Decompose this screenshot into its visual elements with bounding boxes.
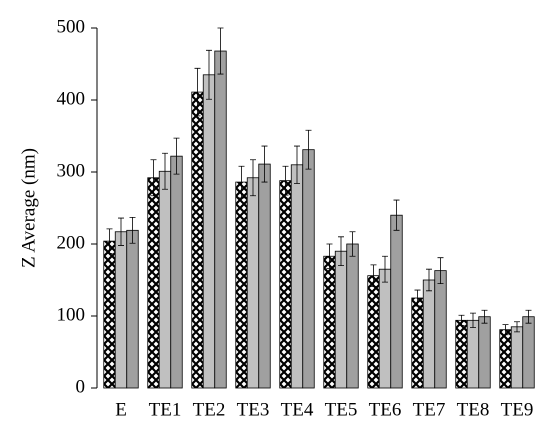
error-bar (370, 264, 377, 287)
bar (158, 170, 172, 389)
y-tick-label: 0 (76, 376, 86, 397)
bar (246, 177, 260, 389)
bar (302, 149, 315, 389)
bar (455, 319, 468, 389)
error-bar (326, 243, 333, 269)
error-bar (238, 165, 245, 199)
error-bar (173, 137, 180, 175)
x-tick-label: TE5 (325, 399, 358, 420)
bar (390, 214, 403, 389)
x-tick-label: TE9 (501, 399, 534, 420)
x-tick-label: E (115, 399, 127, 420)
bar (323, 255, 336, 389)
error-bar (393, 199, 400, 231)
error-bar (217, 27, 224, 75)
bar (191, 91, 204, 389)
y-tick-label: 500 (57, 16, 86, 37)
error-bar (261, 145, 268, 183)
error-bar (349, 231, 356, 257)
bar (258, 163, 271, 389)
bar (214, 50, 227, 389)
bar (522, 316, 535, 389)
bar (279, 180, 292, 389)
error-bar (525, 309, 532, 324)
bar (114, 231, 128, 389)
error-bar (250, 159, 256, 197)
bar (378, 268, 392, 389)
error-bar (458, 314, 465, 326)
error-bar (129, 216, 136, 244)
bar (499, 329, 512, 389)
bar (126, 229, 139, 389)
bar (434, 270, 447, 389)
bar (510, 326, 524, 389)
bar (170, 155, 183, 389)
bar (422, 279, 436, 389)
error-bar (481, 309, 488, 324)
error-bar (437, 257, 444, 284)
bar (346, 243, 359, 389)
bar (466, 319, 480, 389)
error-bar (338, 236, 344, 266)
error-bar (382, 255, 388, 283)
y-axis-label: Z Average (nm) (18, 148, 39, 268)
bar (334, 250, 348, 389)
bar (290, 164, 304, 389)
x-tick-label: TE3 (237, 399, 270, 420)
error-bar (118, 217, 124, 246)
error-bar (162, 152, 168, 190)
error-bar (514, 321, 520, 333)
error-bar (106, 228, 113, 254)
x-tick-label: TE6 (369, 399, 402, 420)
error-bar (294, 145, 300, 184)
error-bar (426, 268, 432, 292)
error-bar (502, 324, 509, 336)
y-tick-label: 200 (57, 232, 86, 253)
bar (147, 177, 160, 389)
bar (235, 181, 248, 389)
y-tick-label: 400 (57, 88, 86, 109)
y-tick-label: 300 (57, 160, 86, 181)
x-tick-label: TE1 (149, 399, 182, 420)
x-tick-label: TE2 (193, 399, 226, 420)
bar (478, 316, 491, 389)
error-bar (414, 289, 421, 307)
bar (367, 275, 380, 389)
y-tick-label: 100 (57, 304, 86, 325)
error-bar (305, 129, 312, 170)
error-bar (206, 49, 212, 100)
bar (202, 74, 216, 389)
bar (103, 240, 116, 389)
x-tick-label: TE7 (413, 399, 446, 420)
x-tick-label: TE8 (457, 399, 490, 420)
bar (411, 297, 424, 389)
error-bar (282, 165, 289, 196)
error-bar (194, 67, 201, 117)
error-bar (470, 312, 476, 328)
x-tick-label: TE4 (281, 399, 314, 420)
error-bar (150, 159, 157, 197)
